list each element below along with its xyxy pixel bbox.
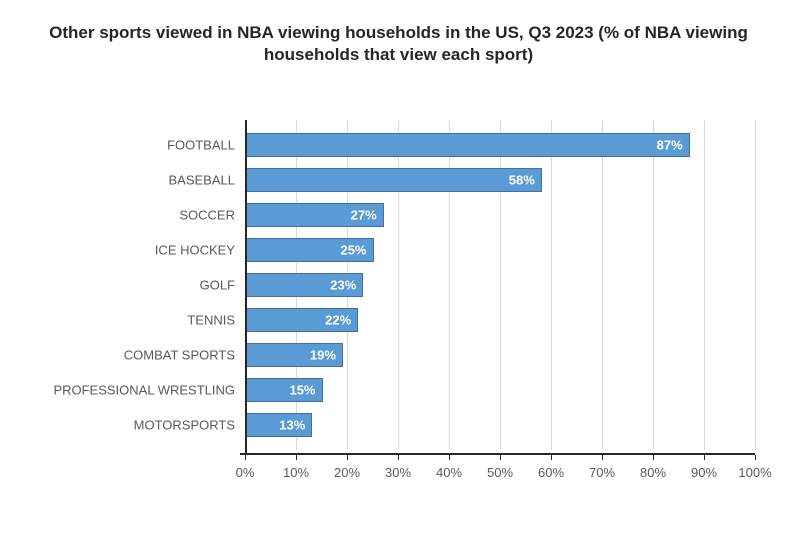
y-axis-line [245,120,247,455]
bar: TENNIS22% [246,308,358,332]
x-axis-tick [347,455,348,460]
x-tick-label: 40% [436,465,462,480]
x-tick-label: 70% [589,465,615,480]
x-tick-label: 20% [334,465,360,480]
x-axis-tick [449,455,450,460]
x-axis-tick [755,455,756,460]
x-axis-tick [602,455,603,460]
x-axis-tick [653,455,654,460]
bar-value-label: 27% [351,208,377,223]
bar: COMBAT SPORTS19% [246,343,343,367]
bar-value-label: 25% [340,243,366,258]
bar: PROFESSIONAL WRESTLING15% [246,378,323,402]
x-tick-label: 0% [236,465,255,480]
bar: ICE HOCKEY25% [246,238,374,262]
x-tick-label: 60% [538,465,564,480]
x-axis-tick [296,455,297,460]
grid-line [755,120,756,450]
bar-value-label: 58% [509,173,535,188]
bar-category-label: ICE HOCKEY [155,243,235,258]
x-axis-tick [245,455,246,460]
x-axis-tick [500,455,501,460]
bar: BASEBALL58% [246,168,542,192]
bar-category-label: MOTORSPORTS [134,418,235,433]
x-tick-label: 30% [385,465,411,480]
x-axis-line [240,453,755,455]
bar: FOOTBALL87% [246,133,690,157]
bar-category-label: SOCCER [179,208,235,223]
bar-value-label: 22% [325,313,351,328]
x-axis-tick [704,455,705,460]
chart-title: Other sports viewed in NBA viewing house… [0,22,797,66]
x-axis-tick [398,455,399,460]
x-tick-label: 80% [640,465,666,480]
x-tick-label: 10% [283,465,309,480]
bar: GOLF23% [246,273,363,297]
x-axis-tick [551,455,552,460]
x-tick-label: 90% [691,465,717,480]
grid-line [704,120,705,450]
bar-value-label: 19% [310,348,336,363]
grid-line [653,120,654,450]
chart-container: Other sports viewed in NBA viewing house… [0,0,797,541]
bar-category-label: GOLF [200,278,235,293]
bar-value-label: 23% [330,278,356,293]
bar-category-label: COMBAT SPORTS [124,348,235,363]
bar-value-label: 13% [279,418,305,433]
grid-line [602,120,603,450]
bar-category-label: BASEBALL [169,173,236,188]
grid-line [551,120,552,450]
plot-area: 0%10%20%30%40%50%60%70%80%90%100%FOOTBAL… [245,125,755,480]
bar-category-label: PROFESSIONAL WRESTLING [53,383,235,398]
bar-category-label: FOOTBALL [167,138,235,153]
x-tick-label: 50% [487,465,513,480]
x-tick-label: 100% [738,465,771,480]
bar: MOTORSPORTS13% [246,413,312,437]
bar: SOCCER27% [246,203,384,227]
bar-category-label: TENNIS [187,313,235,328]
bar-value-label: 15% [289,383,315,398]
bar-value-label: 87% [657,138,683,153]
